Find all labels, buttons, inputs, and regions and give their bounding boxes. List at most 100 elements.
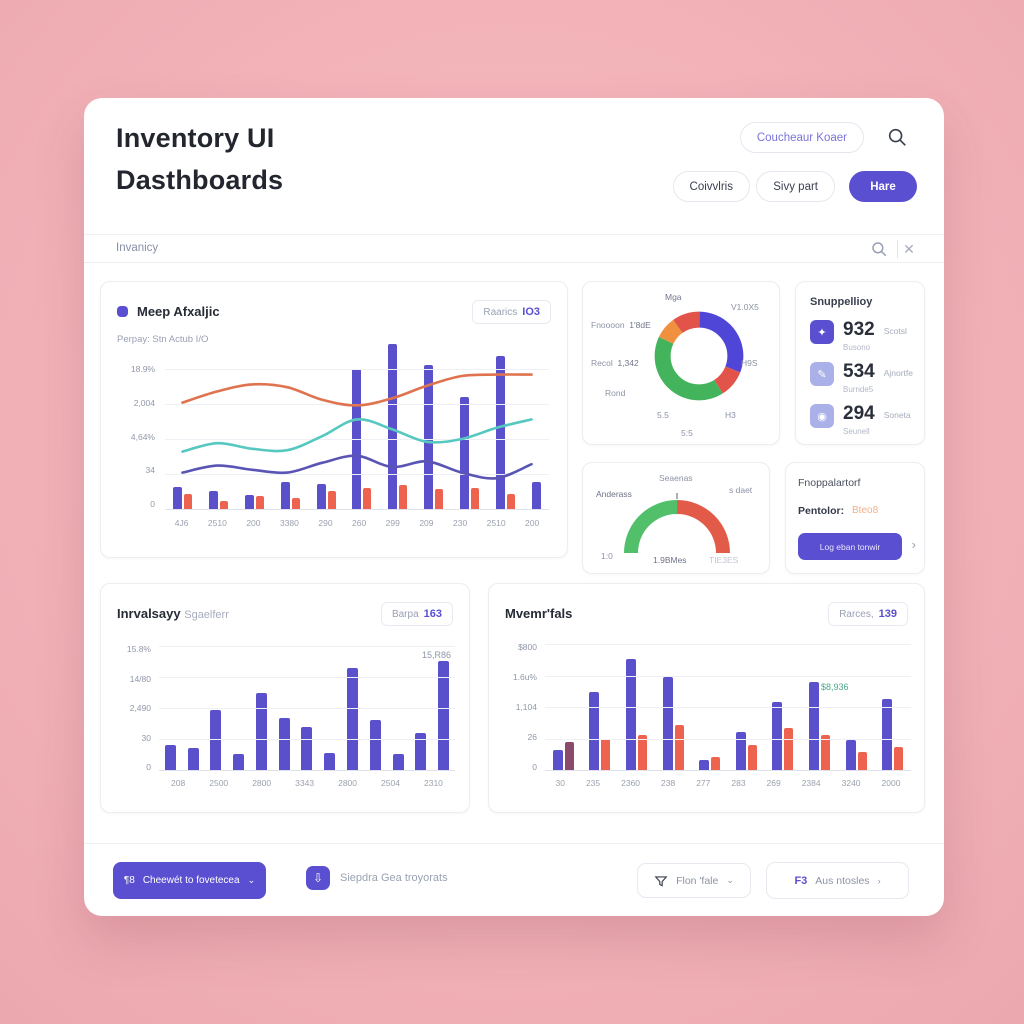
- search-icon[interactable]: [886, 126, 908, 148]
- close-icon[interactable]: ✕: [903, 241, 915, 257]
- stat-row: ✎ 534 Burnde5 Ajnortfe: [810, 362, 913, 394]
- main-chart-badge[interactable]: Raarics IO3: [472, 300, 551, 324]
- gauge-card: Anderass Seaenas s daet 1:0 1.9BMes TIE3…: [582, 462, 770, 574]
- primary-button-label: Cheewét to fovetecea: [142, 875, 240, 886]
- x-tick: 2000: [881, 778, 901, 788]
- bar-pair: [845, 644, 867, 770]
- bar-pair: [662, 644, 684, 770]
- x-tick: 235: [585, 778, 601, 788]
- main-chart-title: Meep Afxaljic: [137, 304, 220, 319]
- gridline: [545, 770, 911, 771]
- gauge-label-top-right: s daet: [729, 485, 753, 495]
- gridline: [545, 644, 911, 645]
- inventory-bars-badge[interactable]: Barpa 163: [380, 602, 453, 626]
- bar: [699, 759, 710, 770]
- bar-pair: [531, 369, 541, 509]
- action-button[interactable]: Log eban tonwir: [798, 533, 902, 560]
- stat-main: 534 Burnde5: [843, 362, 875, 394]
- chevron-right-icon[interactable]: ›: [911, 537, 916, 552]
- bar: [187, 747, 199, 770]
- search-bar[interactable]: Invanicy ✕: [84, 234, 944, 263]
- main-chart-plot: [165, 343, 549, 510]
- gauge-chart: [624, 493, 730, 554]
- search-input[interactable]: Invanicy: [116, 242, 159, 254]
- x-tick: 2800: [252, 778, 272, 788]
- gridline: [165, 509, 549, 510]
- stat-value: 534: [843, 361, 875, 382]
- header-pill-coucheaur[interactable]: Coucheaur Koaer: [739, 122, 864, 153]
- stats-card: Snuppellioy ✦ 932 Busono Scotsl ✎ 534 Burn…: [795, 281, 925, 445]
- bar: [857, 752, 867, 770]
- gauge-label-bottom-center: 1.9BMes: [653, 555, 687, 565]
- donut-segment-blue: [654, 311, 744, 401]
- bar: [459, 397, 469, 509]
- bar-pair: [589, 644, 611, 770]
- y-tick: 26: [527, 732, 537, 742]
- bar: [392, 753, 404, 770]
- bar: [164, 745, 176, 770]
- x-tick: 208: [171, 778, 186, 788]
- header-pill-coivvlris[interactable]: Coivvlris: [672, 171, 750, 202]
- stat-side-label: Soneta: [883, 410, 911, 420]
- export-icon[interactable]: ⇩: [306, 866, 330, 890]
- x-tick: 299: [385, 518, 400, 528]
- convert-to-inventory-button[interactable]: ¶8 Cheewét to fovetecea ⌄: [113, 862, 266, 899]
- bar: [564, 742, 574, 770]
- pages-button[interactable]: F3 Aus ntosles ›: [766, 862, 909, 899]
- gridline: [545, 675, 911, 677]
- badge-value: 139: [878, 608, 897, 620]
- gridline: [165, 404, 549, 405]
- gridline: [159, 646, 455, 647]
- stat-sub: Burnde5: [843, 385, 874, 394]
- export-label: Siepdra Gea troyorats: [340, 872, 448, 884]
- materials-bars-card: Mvemr'fals Rarces, 139 $8,936 $800 1.6u% 1,…: [488, 583, 925, 813]
- header-pill-hare[interactable]: Hare: [849, 171, 917, 202]
- bar: [808, 681, 819, 770]
- y-tick: 2,490: [129, 703, 151, 713]
- stat-icon-1: ✦: [810, 320, 834, 344]
- donut-segment-red2: [654, 311, 744, 401]
- y-tick: $800: [518, 642, 537, 652]
- y-tick: 1.6u%: [512, 672, 537, 682]
- x-tick: 230: [452, 518, 468, 528]
- bar-pair: [882, 644, 904, 770]
- action-field-label: Pentolor:: [798, 505, 845, 517]
- gridline: [165, 369, 549, 370]
- stat-row: ✦ 932 Busono Scotsl: [810, 320, 907, 352]
- donut-label-left1: Fnoooon 1'8dE: [591, 320, 651, 330]
- bar: [399, 485, 408, 509]
- bar: [552, 749, 563, 770]
- stat-icon-2: ✎: [810, 362, 834, 386]
- header-pill-sivy-part[interactable]: Sivy part: [756, 171, 835, 202]
- bar: [495, 356, 505, 509]
- bar-pair: [735, 644, 757, 770]
- y-tick: 0: [146, 762, 151, 772]
- gridline: [159, 708, 455, 709]
- stats-title: Snuppellioy: [810, 296, 873, 308]
- badge-value: 163: [423, 608, 442, 620]
- donut-label-left1-name: Fnoooon: [591, 320, 625, 330]
- x-tick: 30: [555, 778, 565, 788]
- title-note: Sgaelferr: [184, 609, 229, 621]
- bar: [470, 488, 479, 509]
- bar: [882, 699, 893, 770]
- x-tick: 269: [766, 778, 781, 788]
- inventory-bars-card: Inrvalsayy Sgaelferr Barpa 163 15,R86 15.…: [100, 583, 470, 813]
- searchbar-search-icon[interactable]: [870, 240, 888, 258]
- page-title: Inventory UI Dasthboards: [116, 118, 283, 202]
- x-tick: 3343: [295, 778, 315, 788]
- bar: [291, 497, 300, 509]
- materials-bars-badge[interactable]: Rarces, 139: [828, 602, 908, 626]
- filter-button[interactable]: Flon 'fale ⌄: [637, 863, 751, 898]
- bar: [210, 710, 222, 770]
- donut-label-bottom-left: Rond: [605, 388, 626, 398]
- stat-side-label: Scotsl: [883, 326, 907, 336]
- bar-pair: [245, 369, 265, 509]
- donut-chart: [654, 311, 744, 401]
- badge-label: Raarics: [483, 306, 518, 318]
- donut-label-top-right: V1.0X5: [731, 302, 759, 312]
- donut-label-left1-value: 1'8dE: [629, 320, 651, 330]
- y-tick: 4,64%: [130, 431, 155, 442]
- stat-sub: Seunell: [843, 427, 870, 436]
- donut-label-bottom-right: H3: [725, 410, 736, 420]
